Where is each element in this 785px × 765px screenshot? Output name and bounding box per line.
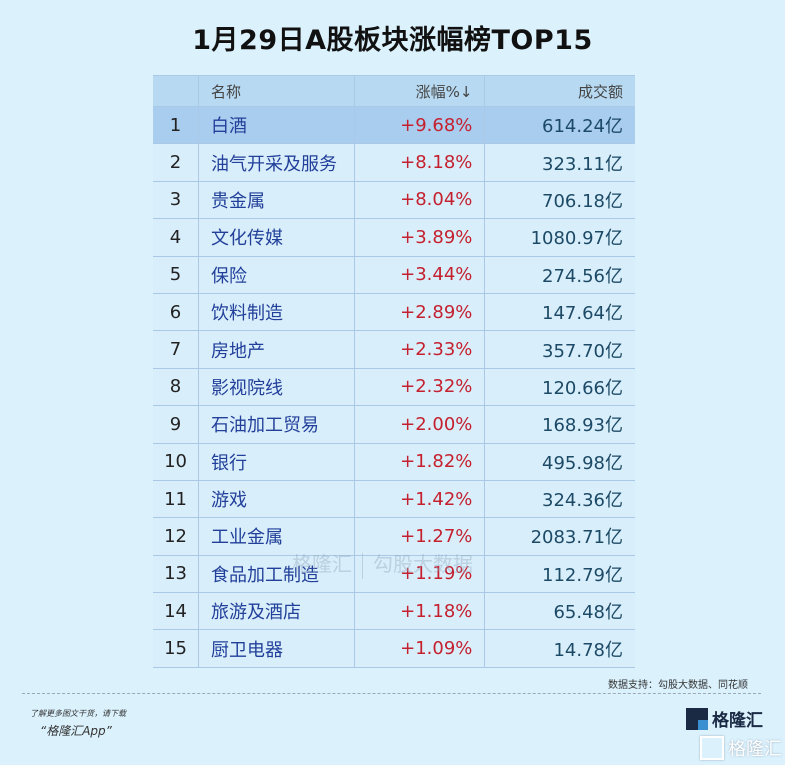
row-rank: 3 (153, 180, 200, 220)
row-name: 油气开采及服务 (198, 143, 356, 182)
table-row: 10 银行 +1.82% 495.98亿 (153, 442, 635, 481)
table-row: 15 厨卫电器 +1.09% 14.78亿 (153, 629, 635, 668)
table-row: 1 白酒 +9.68% 614.24亿 (153, 105, 635, 145)
logo-watermark-text: 格隆汇 (728, 739, 782, 760)
table-row: 11 游戏 +1.42% 324.36亿 (153, 479, 635, 519)
header-name: 名称 (198, 75, 356, 107)
row-rank: 7 (153, 330, 200, 369)
row-change: +8.04% (354, 180, 486, 220)
table-row: 7 房地产 +2.33% 357.70亿 (153, 330, 635, 369)
row-rank: 15 (153, 629, 200, 668)
row-amount: 120.66亿 (484, 367, 635, 407)
row-rank: 13 (153, 554, 200, 594)
row-amount: 324.36亿 (484, 479, 635, 519)
page-title: 1月29日A股板块涨幅榜TOP15 (192, 25, 593, 56)
row-amount: 168.93亿 (484, 405, 635, 444)
row-rank: 1 (153, 105, 200, 145)
row-change: +1.42% (354, 479, 486, 519)
footer-divider (22, 693, 761, 694)
table-row: 9 石油加工贸易 +2.00% 168.93亿 (153, 405, 635, 444)
row-change: +3.89% (354, 218, 486, 257)
row-amount: 65.48亿 (484, 592, 635, 631)
promo-app-name[interactable]: “格隆汇App” (40, 724, 112, 738)
row-change: +1.09% (354, 629, 486, 668)
row-name: 房地产 (198, 330, 356, 369)
row-name: 旅游及酒店 (198, 592, 356, 631)
row-change: +2.00% (354, 405, 486, 444)
logo-g-outline-icon (700, 736, 724, 760)
row-name: 食品加工制造 (198, 554, 356, 594)
row-rank: 11 (153, 479, 200, 519)
row-change: +2.89% (354, 292, 486, 332)
table-row: 5 保险 +3.44% 274.56亿 (153, 255, 635, 294)
row-rank: 5 (153, 255, 200, 294)
row-amount: 323.11亿 (484, 143, 635, 182)
table-row: 8 影视院线 +2.32% 120.66亿 (153, 367, 635, 407)
row-change: +1.27% (354, 517, 486, 556)
row-name: 饮料制造 (198, 292, 356, 332)
row-amount: 495.98亿 (484, 442, 635, 481)
header-amount: 成交额 (484, 75, 635, 107)
row-rank: 6 (153, 292, 200, 332)
row-change: +8.18% (354, 143, 486, 182)
row-name: 保险 (198, 255, 356, 294)
data-source: 数据支持：勾股大数据、同花顺 (608, 680, 748, 691)
row-rank: 12 (153, 517, 200, 556)
row-rank: 14 (153, 592, 200, 631)
brand-watermark-logo: 格隆汇 (700, 735, 782, 761)
logo-g-icon (686, 707, 708, 730)
row-change: +3.44% (354, 255, 486, 294)
sector-gain-table: 名称 涨幅%↓ 成交额 1 白酒 +9.68% 614.24亿 2 油气开采及服… (153, 75, 635, 668)
table-row: 4 文化传媒 +3.89% 1080.97亿 (153, 218, 635, 257)
row-rank: 8 (153, 367, 200, 407)
row-change: +1.82% (354, 442, 486, 481)
row-amount: 112.79亿 (484, 554, 635, 594)
row-amount: 2083.71亿 (484, 517, 635, 556)
row-change: +1.19% (354, 554, 486, 594)
table-row: 13 食品加工制造 +1.19% 112.79亿 (153, 554, 635, 594)
row-name: 影视院线 (198, 367, 356, 407)
row-rank: 9 (153, 405, 200, 444)
row-name: 工业金属 (198, 517, 356, 556)
row-name: 厨卫电器 (198, 629, 356, 668)
row-amount: 147.64亿 (484, 292, 635, 332)
header-rank (153, 75, 200, 107)
row-change: +2.32% (354, 367, 486, 407)
table-header: 名称 涨幅%↓ 成交额 (153, 75, 635, 107)
row-rank: 4 (153, 218, 200, 257)
row-amount: 357.70亿 (484, 330, 635, 369)
row-amount: 274.56亿 (484, 255, 635, 294)
row-name: 贵金属 (198, 180, 356, 220)
table-row: 3 贵金属 +8.04% 706.18亿 (153, 180, 635, 220)
row-change: +9.68% (354, 105, 486, 145)
promo-text: 了解更多图文干货，请下载 (30, 709, 126, 718)
brand-logo: 格隆汇 (686, 706, 763, 731)
row-amount: 614.24亿 (484, 105, 635, 145)
table-row: 2 油气开采及服务 +8.18% 323.11亿 (153, 143, 635, 182)
row-name: 银行 (198, 442, 356, 481)
row-rank: 2 (153, 143, 200, 182)
row-rank: 10 (153, 442, 200, 481)
row-amount: 14.78亿 (484, 629, 635, 668)
table-row: 14 旅游及酒店 +1.18% 65.48亿 (153, 592, 635, 631)
row-name: 石油加工贸易 (198, 405, 356, 444)
row-change: +1.18% (354, 592, 486, 631)
table-row: 6 饮料制造 +2.89% 147.64亿 (153, 292, 635, 332)
logo-text: 格隆汇 (712, 711, 763, 731)
table-row: 12 工业金属 +1.27% 2083.71亿 (153, 517, 635, 556)
row-amount: 1080.97亿 (484, 218, 635, 257)
row-name: 游戏 (198, 479, 356, 519)
row-amount: 706.18亿 (484, 180, 635, 220)
row-name: 文化传媒 (198, 218, 356, 257)
row-change: +2.33% (354, 330, 486, 369)
row-name: 白酒 (198, 105, 356, 145)
header-change[interactable]: 涨幅%↓ (354, 75, 486, 107)
